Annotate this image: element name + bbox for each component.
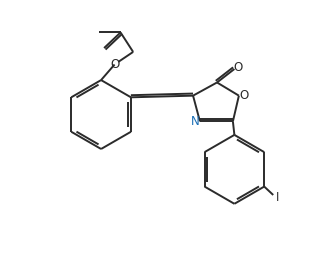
Text: N: N: [191, 115, 199, 128]
Text: O: O: [234, 61, 243, 74]
Text: I: I: [275, 191, 279, 204]
Text: O: O: [110, 58, 119, 71]
Text: O: O: [239, 89, 249, 102]
